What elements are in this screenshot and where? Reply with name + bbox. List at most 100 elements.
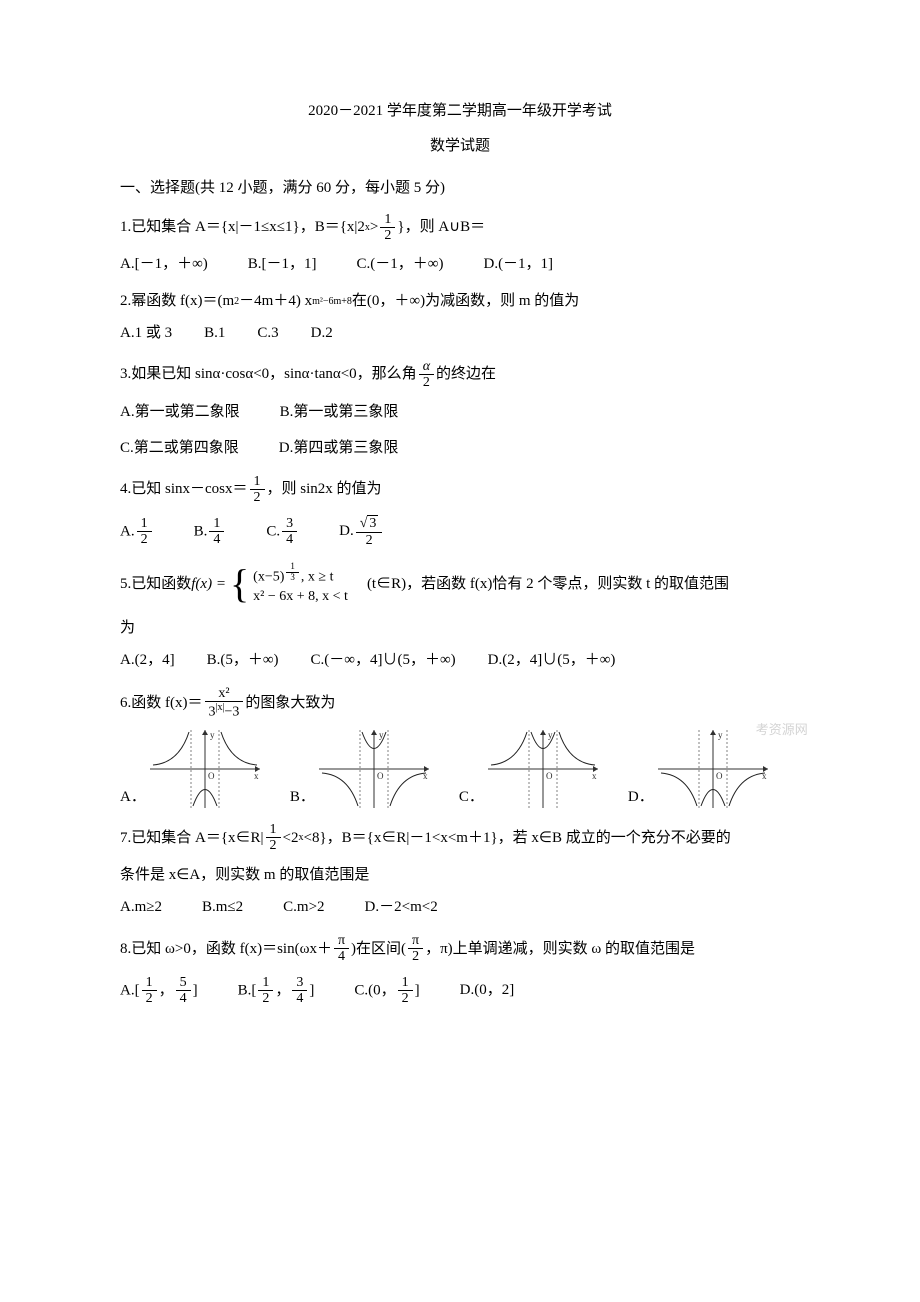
question-1: 1.已知集合 A＝{x|－1≤x≤1}，B＝{x|2x> 12 }，则 A∪B＝	[120, 212, 800, 244]
q5-stem-c: 为	[120, 617, 800, 640]
q3-frac: α2	[419, 359, 434, 391]
question-7: 7.已知集合 A＝{x∈R| 12 <2x<8}，B＝{x∈R|－1<x<m＋1…	[120, 822, 800, 854]
q8-stem-b: )在区间(	[351, 938, 406, 961]
brace-icon: {	[230, 564, 249, 604]
q4-stem-b: ，则 sin2x 的值为	[267, 478, 382, 501]
q3-opt-b: B.第一或第三象限	[280, 401, 399, 424]
q6-label-d: D．	[628, 786, 654, 809]
q7-stem-b: <2	[283, 827, 299, 850]
q4-options: A.12 B.14 C.34 D.√32	[120, 515, 800, 548]
graph-c-svg: y x O	[488, 730, 598, 808]
section-heading: 一、选择题(共 12 小题，满分 60 分，每小题 5 分)	[120, 177, 800, 200]
q2-opt-b: B.1	[204, 322, 225, 345]
graph-d-svg: y x O	[658, 730, 768, 808]
q4-opt-b: B.14	[194, 516, 227, 548]
q7-stem-a: 7.已知集合 A＝{x∈R|	[120, 827, 264, 850]
q4-frac: 12	[250, 474, 265, 506]
q6-graphs: A． y x O B． y x O C． y x O D． y x O	[120, 730, 800, 808]
q2-sup2: m²−6m+8	[312, 294, 352, 309]
q5-stem-b: (t∈R)，若函数 f(x)恰有 2 个零点，则实数 t 的取值范围	[352, 573, 729, 596]
q6-stem-b: 的图象大致为	[245, 692, 335, 715]
watermark: 考资源网	[756, 720, 808, 740]
question-2: 2.幂函数 f(x)＝(m2－4m＋4) xm²−6m+8 在(0，＋∞)为减函…	[120, 290, 800, 313]
q8-stem-a: 8.已知 ω>0，函数 f(x)＝sin(ωx＋	[120, 938, 332, 961]
q6-graph-b: B． y x O	[290, 730, 429, 808]
q6-label-b: B．	[290, 786, 315, 809]
q5-case2: x² − 6x + 8, x < t	[253, 587, 348, 607]
question-5: 5.已知函数 f(x) = { (x−5)13, x ≥ t x² − 6x +…	[120, 562, 800, 607]
question-8: 8.已知 ω>0，函数 f(x)＝sin(ωx＋ π4 )在区间( π2 ，π)…	[120, 933, 800, 965]
q3-options-1: A.第一或第二象限 B.第一或第三象限	[120, 401, 800, 424]
q7-opt-d: D.－2<m<2	[365, 896, 438, 919]
q2-stem-c: 在(0，＋∞)为减函数，则 m 的值为	[352, 290, 579, 313]
q5-piecewise: { (x−5)13, x ≥ t x² − 6x + 8, x < t	[230, 562, 348, 607]
q5-opt-c: C.(－∞，4]∪(5，＋∞)	[311, 649, 456, 672]
q8-opt-b: B.[12，34]	[238, 975, 315, 1007]
q3-opt-a: A.第一或第二象限	[120, 401, 240, 424]
q6-stem-a: 6.函数 f(x)＝	[120, 692, 203, 715]
svg-text:x: x	[423, 771, 428, 781]
q7-stem-c: <8}，B＝{x∈R|－1<x<m＋1}，若 x∈B 成立的一个充分不必要的	[304, 827, 731, 850]
q8-opt-a: A.[12，54]	[120, 975, 198, 1007]
q3-stem-a: 3.如果已知 sinα·cosα<0，sinα·tanα<0，那么角	[120, 363, 417, 386]
svg-text:y: y	[210, 730, 215, 740]
q1-opt-a: A.[－1，＋∞)	[120, 253, 208, 276]
svg-text:O: O	[716, 771, 723, 781]
q8-frac1: π4	[334, 933, 349, 965]
q8-opt-d: D.(0，2]	[460, 979, 515, 1002]
q4-opt-d: D.√32	[339, 515, 384, 548]
q2-stem-a: 2.幂函数 f(x)＝(m	[120, 290, 234, 313]
q5-opt-a: A.(2，4]	[120, 649, 175, 672]
q4-opt-c: C.34	[266, 516, 299, 548]
svg-text:x: x	[254, 771, 259, 781]
svg-text:x: x	[762, 771, 767, 781]
q8-options: A.[12，54] B.[12，34] C.(0，12] D.(0，2]	[120, 975, 800, 1007]
q3-stem-b: 的终边在	[436, 363, 496, 386]
question-3: 3.如果已知 sinα·cosα<0，sinα·tanα<0，那么角 α2 的终…	[120, 359, 800, 391]
q6-label-c: C．	[459, 786, 484, 809]
q5-opt-b: B.(5，＋∞)	[207, 649, 279, 672]
q5-options: A.(2，4] B.(5，＋∞) C.(－∞，4]∪(5，＋∞) D.(2，4]…	[120, 649, 800, 672]
q3-opt-c: C.第二或第四象限	[120, 437, 239, 460]
q7-opt-c: C.m>2	[283, 896, 324, 919]
q2-opt-c: C.3	[257, 322, 278, 345]
q6-graph-c: C． y x O	[459, 730, 598, 808]
q1-opt-b: B.[－1，1]	[248, 253, 317, 276]
svg-text:O: O	[377, 771, 384, 781]
question-6: 6.函数 f(x)＝ x² 3|x|−3 的图象大致为	[120, 686, 800, 720]
page-subtitle: 数学试题	[120, 135, 800, 158]
q5-case1: (x−5)13, x ≥ t	[253, 562, 348, 587]
q7-stem-d: 条件是 x∈A，则实数 m 的取值范围是	[120, 864, 800, 887]
svg-text:O: O	[546, 771, 553, 781]
q2-opt-a: A.1 或 3	[120, 322, 172, 345]
q7-opt-b: B.m≤2	[202, 896, 243, 919]
q1-stem-a: 1.已知集合 A＝{x|－1≤x≤1}，B＝{x|2	[120, 216, 365, 239]
q7-frac: 12	[266, 822, 281, 854]
q5-stem-a: 5.已知函数	[120, 573, 191, 596]
q7-opt-a: A.m≥2	[120, 896, 162, 919]
q1-options: A.[－1，＋∞) B.[－1，1] C.(－1，＋∞) D.(－1，1]	[120, 253, 800, 276]
q1-frac: 12	[380, 212, 395, 244]
q1-opt-c: C.(－1，＋∞)	[357, 253, 444, 276]
q2-opt-d: D.2	[311, 322, 333, 345]
q1-stem-b: >	[370, 216, 378, 239]
q3-options-2: C.第二或第四象限 D.第四或第三象限	[120, 437, 800, 460]
page-title: 2020－2021 学年度第二学期高一年级开学考试	[120, 100, 800, 123]
q1-opt-d: D.(－1，1]	[483, 253, 553, 276]
q7-options: A.m≥2 B.m≤2 C.m>2 D.－2<m<2	[120, 896, 800, 919]
q3-opt-d: D.第四或第三象限	[279, 437, 399, 460]
graph-b-svg: y x O	[319, 730, 429, 808]
graph-a-svg: y x O	[150, 730, 260, 808]
q6-label-a: A．	[120, 786, 146, 809]
q8-frac2: π2	[408, 933, 423, 965]
q2-stem-b: －4m＋4) x	[239, 290, 312, 313]
svg-text:y: y	[718, 730, 723, 740]
q6-graph-d: D． y x O 考资源网	[628, 730, 768, 808]
question-4: 4.已知 sinx－cosx＝ 12 ，则 sin2x 的值为	[120, 474, 800, 506]
q8-stem-c: ，π)上单调递减，则实数 ω 的取值范围是	[425, 938, 695, 961]
q5-fx: f(x) =	[191, 573, 226, 596]
q2-options: A.1 或 3 B.1 C.3 D.2	[120, 322, 800, 345]
q6-frac: x² 3|x|−3	[205, 686, 244, 720]
q4-stem-a: 4.已知 sinx－cosx＝	[120, 478, 248, 501]
q8-opt-c: C.(0，12]	[354, 975, 419, 1007]
